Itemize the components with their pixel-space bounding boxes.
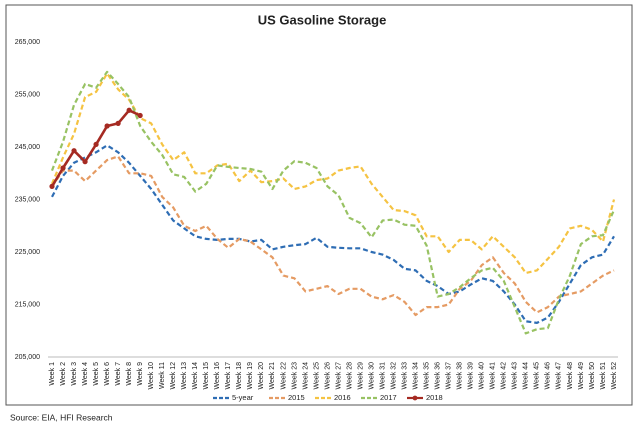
- x-tick-label: Week 19: [247, 362, 254, 390]
- series-marker: [71, 148, 77, 154]
- y-tick-label: 235,000: [15, 196, 40, 203]
- series-line: [51, 144, 615, 324]
- x-tick-label: Week 9: [137, 362, 144, 386]
- x-tick-label: Week 4: [82, 362, 89, 386]
- legend-label: 2017: [380, 393, 397, 402]
- x-tick-label: Week 34: [412, 362, 419, 390]
- x-tick-label: Week 32: [390, 362, 397, 390]
- x-tick-label: Week 20: [258, 362, 265, 390]
- x-tick-label: Week 13: [181, 362, 188, 390]
- x-tick-label: Week 47: [556, 362, 563, 390]
- x-tick-label: Week 23: [291, 362, 298, 390]
- x-tick-label: Week 33: [401, 362, 408, 390]
- legend-label: 2015: [288, 393, 305, 402]
- series-marker: [126, 107, 132, 113]
- legend-label: 2018: [426, 393, 443, 402]
- x-tick-label: Week 11: [159, 362, 166, 389]
- x-tick-label: Week 22: [280, 362, 287, 390]
- x-tick-label: Week 42: [501, 362, 508, 390]
- x-tick-label: Week 44: [523, 362, 530, 390]
- x-tick-label: Week 5: [93, 362, 100, 386]
- x-tick-label: Week 49: [578, 362, 585, 390]
- x-tick-label: Week 16: [214, 362, 221, 390]
- x-tick-label: Week 36: [435, 362, 442, 390]
- series-marker: [49, 183, 55, 189]
- y-tick-label: 205,000: [15, 354, 40, 361]
- series-line: [50, 72, 616, 275]
- x-tick-label: Week 17: [225, 362, 232, 390]
- x-tick-label: Week 41: [490, 362, 497, 390]
- x-tick-label: Week 46: [545, 362, 552, 390]
- x-tick-label: Week 39: [468, 362, 475, 390]
- source: Source: EIA, HFI Research: [10, 412, 113, 422]
- x-tick-label: Week 10: [148, 362, 155, 390]
- x-tick-label: Week 29: [357, 362, 364, 390]
- series-marker: [60, 165, 66, 171]
- series-marker: [137, 112, 143, 119]
- y-tick-label: 245,000: [15, 144, 40, 151]
- series-line: [50, 70, 616, 335]
- x-tick-label: Week 6: [104, 362, 111, 386]
- legend-label: 2016: [334, 393, 351, 402]
- x-tick-label: Week 3: [71, 362, 78, 386]
- chart-frame: [5, 4, 633, 406]
- x-tick-label: Week 2: [60, 362, 67, 386]
- x-tick-label: Week 27: [335, 362, 342, 390]
- x-tick-label: Week 14: [192, 362, 199, 390]
- x-tick-label: Week 40: [479, 362, 486, 390]
- x-tick-label: Week 8: [126, 362, 133, 386]
- x-tick-label: Week 37: [446, 362, 453, 390]
- x-tick-label: Week 48: [567, 362, 574, 390]
- y-tick-label: 265,000: [15, 39, 40, 46]
- y-tick-label: 215,000: [15, 301, 40, 308]
- x-tick-label: Week 24: [302, 362, 309, 390]
- legend-marker: [412, 395, 418, 401]
- x-tick-label: Week 15: [203, 362, 210, 390]
- series-marker: [115, 120, 121, 126]
- x-tick-label: Week 35: [424, 362, 431, 390]
- x-tick-label: Week 7: [115, 362, 122, 386]
- x-tick-label: Week 51: [600, 362, 607, 390]
- series-marker: [82, 159, 88, 165]
- x-tick-label: Week 1: [49, 362, 56, 386]
- x-tick-label: Week 12: [170, 362, 177, 390]
- x-tick-label: Week 18: [236, 362, 243, 390]
- series-marker: [104, 123, 110, 129]
- x-tick-label: Week 21: [269, 362, 276, 390]
- x-tick-label: Week 50: [589, 362, 596, 390]
- x-tick-label: Week 30: [368, 362, 375, 390]
- x-tick-label: Week 25: [313, 362, 320, 390]
- x-tick-label: Week 45: [534, 362, 541, 390]
- x-tick-label: Week 38: [457, 362, 464, 390]
- x-tick-label: Week 43: [512, 362, 519, 390]
- x-tick-label: Week 26: [324, 362, 331, 390]
- y-tick-label: 255,000: [15, 91, 40, 98]
- chart-title: US Gasoline Storage: [258, 12, 387, 27]
- y-tick-label: 225,000: [15, 249, 40, 256]
- x-tick-label: Week 52: [611, 362, 618, 390]
- legend-label: 5-year: [232, 393, 254, 402]
- series-marker: [93, 141, 99, 147]
- x-tick-label: Week 28: [346, 362, 353, 390]
- series-line: [51, 155, 615, 317]
- x-tick-label: Week 31: [379, 362, 386, 390]
